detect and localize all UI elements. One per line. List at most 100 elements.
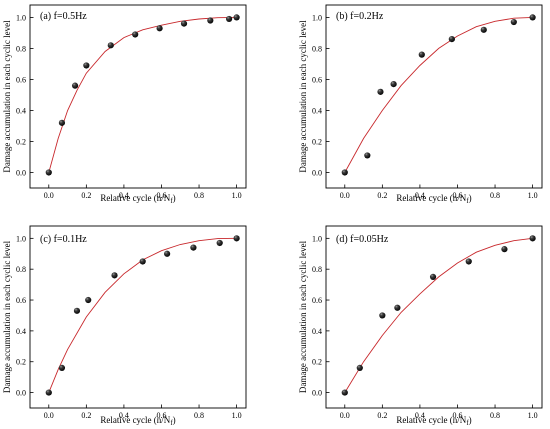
y-tick-label: 0.4 bbox=[16, 327, 26, 336]
data-point bbox=[429, 273, 437, 280]
x-axis-label-close: ) bbox=[469, 193, 472, 203]
x-tick-label: 0.8 bbox=[490, 411, 500, 420]
x-axis-label-sub: f bbox=[466, 197, 469, 205]
data-point bbox=[394, 304, 401, 311]
data-point bbox=[341, 389, 348, 396]
x-tick-label: 1.0 bbox=[528, 191, 538, 200]
data-point bbox=[139, 258, 146, 265]
x-tick-label: 0.8 bbox=[194, 411, 204, 420]
y-tick-label: 1.0 bbox=[16, 234, 26, 243]
x-axis-label: Relative cycle (n/Nf) bbox=[396, 415, 471, 427]
y-axis-label: Damage accumulation in each cyclic level bbox=[2, 20, 12, 173]
x-tick-label: 0.2 bbox=[377, 191, 387, 200]
y-tick-label: 0.4 bbox=[312, 106, 322, 115]
y-tick-label: 0.8 bbox=[16, 265, 26, 274]
data-point bbox=[377, 88, 384, 95]
y-axis-label: Damage accumulation in each cyclic level bbox=[298, 240, 308, 393]
y-tick-label: 0.8 bbox=[16, 44, 26, 53]
x-tick-label: 0.4 bbox=[119, 191, 129, 200]
x-axis-label-main: Relative cycle (n/N bbox=[100, 193, 170, 203]
data-point bbox=[83, 62, 90, 69]
x-axis-label: Relative cycle (n/Nf) bbox=[100, 415, 175, 427]
plot-frame bbox=[325, 4, 543, 189]
y-tick-label: 0.6 bbox=[312, 75, 322, 84]
x-tick-label: 0.4 bbox=[415, 411, 425, 420]
data-point bbox=[164, 250, 171, 257]
data-point bbox=[364, 152, 371, 159]
data-point bbox=[190, 244, 197, 251]
data-point bbox=[107, 42, 114, 49]
fit-curve bbox=[344, 16, 533, 173]
data-point bbox=[448, 36, 455, 43]
x-axis-label: Relative cycle (n/Nf) bbox=[396, 193, 471, 205]
x-tick-label: 0.8 bbox=[194, 191, 204, 200]
data-point bbox=[58, 119, 66, 126]
data-point bbox=[180, 20, 188, 27]
data-point bbox=[341, 169, 348, 176]
y-tick-label: 0.0 bbox=[16, 389, 26, 398]
y-tick-label: 0.8 bbox=[312, 44, 322, 53]
x-tick-label: 0.0 bbox=[44, 411, 54, 420]
y-tick-label: 0.4 bbox=[312, 327, 322, 336]
data-point bbox=[465, 258, 472, 265]
x-tick-label: 0.2 bbox=[377, 411, 387, 420]
data-point bbox=[58, 364, 66, 371]
fit-curve bbox=[344, 237, 533, 393]
y-tick-label: 0.0 bbox=[16, 168, 26, 177]
data-point bbox=[45, 169, 52, 176]
fit-curve bbox=[48, 16, 237, 173]
x-tick-label: 1.0 bbox=[232, 411, 242, 420]
panel-title: (b) f=0.2Hz bbox=[336, 11, 384, 22]
plot-frame bbox=[29, 225, 247, 409]
panel-title: (c) f=0.1Hz bbox=[40, 234, 87, 245]
y-tick-label: 1.0 bbox=[16, 13, 26, 22]
x-axis-label-sub: f bbox=[170, 197, 173, 205]
x-tick-label: 1.0 bbox=[528, 411, 538, 420]
y-tick-label: 0.0 bbox=[312, 168, 322, 177]
y-tick-label: 0.6 bbox=[312, 296, 322, 305]
x-tick-label: 0.6 bbox=[156, 191, 166, 200]
x-axis-label-close: ) bbox=[173, 193, 176, 203]
data-point bbox=[71, 82, 79, 89]
x-tick-label: 0.2 bbox=[81, 411, 91, 420]
x-axis-label-close: ) bbox=[469, 415, 472, 425]
y-tick-label: 0.6 bbox=[16, 75, 26, 84]
data-point bbox=[45, 389, 52, 396]
x-axis-label-sub: f bbox=[466, 419, 469, 427]
x-tick-label: 0.2 bbox=[81, 191, 91, 200]
y-tick-label: 0.4 bbox=[16, 106, 26, 115]
x-tick-label: 0.6 bbox=[452, 411, 462, 420]
data-point bbox=[73, 307, 81, 314]
plot-frame bbox=[325, 225, 543, 409]
x-tick-label: 0.0 bbox=[44, 191, 54, 200]
y-tick-label: 1.0 bbox=[312, 234, 322, 243]
panel-c: (c) f=0.1Hz 0.0 0.2 0.4 0.6 0.8 1.0 0.0 0.2 0.4 0… bbox=[2, 225, 247, 427]
data-point bbox=[207, 17, 214, 24]
y-tick-label: 1.0 bbox=[312, 13, 322, 22]
panel-d: (d) f=0.05Hz 0.0 0.2 0.4 0.6 0.8 1.0 0.0 0.2 0.4… bbox=[298, 225, 543, 427]
data-point bbox=[529, 14, 536, 21]
x-tick-label: 1.0 bbox=[232, 191, 242, 200]
y-axis-label: Damage accumulation in each cyclic level bbox=[298, 20, 308, 173]
x-tick-label: 0.0 bbox=[340, 191, 350, 200]
x-tick-label: 0.4 bbox=[415, 191, 425, 200]
y-tick-label: 0.8 bbox=[312, 265, 322, 274]
x-tick-label: 0.6 bbox=[452, 191, 462, 200]
data-point bbox=[501, 246, 508, 253]
panel-b: (b) f=0.2Hz 0.0 0.2 0.4 0.6 0.8 1.0 0.0 0.2 0.4 0… bbox=[298, 4, 543, 205]
x-axis-label-main: Relative cycle (n/N bbox=[396, 415, 466, 425]
data-point bbox=[379, 312, 386, 319]
x-tick-label: 0.4 bbox=[119, 411, 129, 420]
plot-frame bbox=[29, 4, 247, 189]
y-tick-label: 0.2 bbox=[16, 137, 26, 146]
panel-a: (a) f=0.5Hz 0.0 0.2 0.4 0.6 0.8 1.0 0.0 0.2 0.4 0… bbox=[2, 4, 247, 205]
data-point bbox=[156, 25, 163, 32]
data-point bbox=[216, 239, 223, 247]
data-point bbox=[356, 364, 363, 371]
panel-title: (d) f=0.05Hz bbox=[336, 234, 389, 245]
y-axis-label: Damage accumulation in each cyclic level bbox=[2, 240, 12, 393]
x-axis-label-close: ) bbox=[173, 415, 176, 425]
y-tick-label: 0.6 bbox=[16, 296, 26, 305]
data-point bbox=[233, 14, 240, 21]
